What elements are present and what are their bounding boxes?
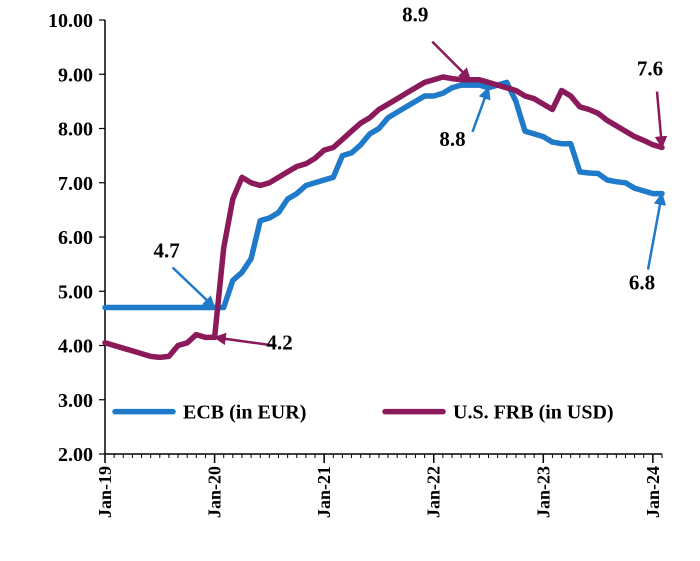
series-lines (102, 74, 665, 361)
x-tick-label: Jan-21 (314, 466, 334, 518)
annotation-label: 8.8 (439, 127, 465, 151)
axes (104, 20, 662, 455)
y-tick-label: 8.00 (58, 119, 93, 141)
x-tick-label: Jan-22 (424, 466, 444, 518)
annotation-arrow (654, 91, 668, 149)
legend: ECB (in EUR) U.S. FRB (in USD) (112, 402, 614, 424)
annotation-label: 7.6 (637, 56, 663, 80)
x-axis-ticks: Jan-19 Jan-20 Jan-21 Jan-22 Jan-23 Jan-24 (95, 454, 663, 518)
annotation-arrow (646, 192, 667, 270)
y-tick-label: 4.00 (58, 336, 93, 358)
x-tick-label: Jan-19 (95, 466, 115, 518)
y-tick-label: 5.00 (58, 281, 93, 303)
y-tick-label: 2.00 (58, 444, 93, 466)
annotation-label: 4.2 (266, 330, 292, 354)
series-line-1 (102, 74, 665, 361)
legend-label-1: U.S. FRB (in USD) (453, 402, 614, 424)
x-tick-label: Jan-24 (643, 466, 663, 518)
y-tick-label: 9.00 (58, 64, 93, 86)
x-tick-label: Jan-23 (533, 466, 553, 518)
annotation-label: 4.7 (153, 239, 179, 263)
annotation-arrow (431, 40, 472, 81)
legend-label-0: ECB (in EUR) (183, 402, 306, 424)
series-line-0 (102, 79, 665, 311)
annotation-label: 8.9 (402, 3, 428, 27)
annotation-label: 6.8 (629, 271, 655, 295)
annotation-arrow (471, 86, 491, 133)
y-axis-ticks: 2.00 3.00 4.00 5.00 6.00 7.00 8.00 9.00 10.00 (48, 10, 105, 466)
annotations: 4.7 4.2 8.9 8.8 7.6 6.8 (153, 3, 668, 354)
x-tick-label: Jan-20 (205, 466, 225, 518)
annotation-arrow (213, 332, 273, 347)
y-tick-label: 6.00 (58, 227, 93, 249)
y-tick-label: 7.00 (58, 173, 93, 195)
y-tick-label: 3.00 (58, 390, 93, 412)
annotation-arrow (171, 266, 216, 309)
y-tick-label: 10.00 (48, 10, 93, 32)
